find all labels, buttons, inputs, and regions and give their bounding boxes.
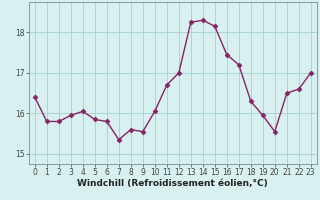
X-axis label: Windchill (Refroidissement éolien,°C): Windchill (Refroidissement éolien,°C) (77, 179, 268, 188)
